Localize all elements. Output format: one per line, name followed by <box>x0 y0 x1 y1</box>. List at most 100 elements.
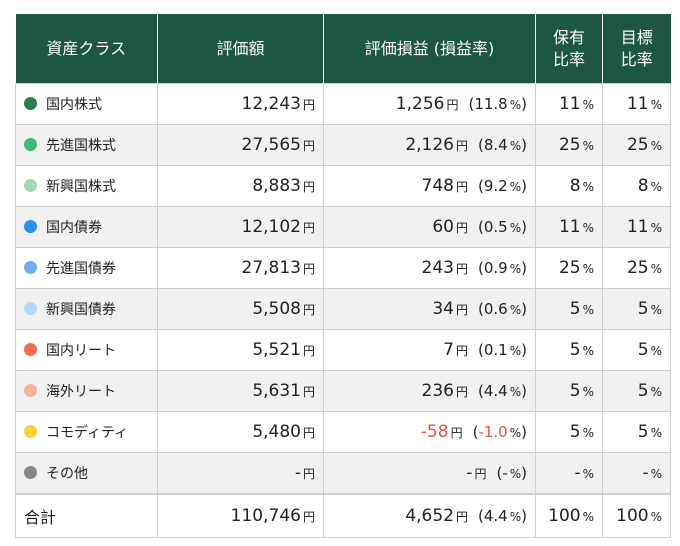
table-row: 新興国債券 5,508 円 34 円 (0.6%) 5% 5% <box>15 288 671 330</box>
color-dot-icon <box>24 425 37 438</box>
held-ratio-value: 5 <box>569 381 581 401</box>
valuation-value: 27,565 <box>241 135 301 155</box>
gain-value: 748 <box>421 176 454 196</box>
valuation-value: 5,480 <box>252 422 301 442</box>
yen-unit: 円 <box>302 139 315 153</box>
pct-unit: % <box>582 467 594 481</box>
target-ratio-cell: 5% <box>602 411 671 453</box>
held-ratio-cell: 5% <box>535 288 603 330</box>
pct-unit: % <box>650 510 662 524</box>
pct-unit: % <box>509 221 522 235</box>
target-ratio-value: 11 <box>626 217 649 237</box>
color-dot-icon <box>24 384 37 397</box>
asset-class-name: 国内株式 <box>46 97 102 113</box>
held-ratio-value: - <box>574 463 581 483</box>
table-row: 国内リート 5,521 円 7 円 (0.1%) 5% 5% <box>15 329 671 371</box>
pct-unit: % <box>582 303 594 317</box>
table-row: その他 - 円 - 円 (-%) -% -% <box>15 452 671 495</box>
gain-value: 60 <box>432 217 454 237</box>
total-gain-cell: 4,652 円 (4.4%) <box>323 493 536 538</box>
header-held-ratio-line1: 保有 <box>552 27 585 47</box>
yen-unit: 円 <box>302 262 315 276</box>
gain-cell: 243 円 (0.9%) <box>323 247 536 289</box>
table-row: 先進国株式 27,565 円 2,126 円 (8.4%) 25% 25% <box>15 124 671 166</box>
pct-unit: % <box>650 426 662 440</box>
gain-rate: (9.2%) <box>478 177 527 195</box>
gain-rate: (4.4%) <box>478 382 527 400</box>
valuation-value: 12,243 <box>241 94 301 114</box>
asset-class-name: 国内リート <box>46 343 116 359</box>
table-row: 海外リート 5,631 円 236 円 (4.4%) 5% 5% <box>15 370 671 412</box>
valuation-value: 5,521 <box>252 340 301 360</box>
yen-unit: 円 <box>302 303 315 317</box>
gain-cell: 2,126 円 (8.4%) <box>323 124 536 166</box>
asset-class-cell: その他 <box>15 452 158 495</box>
valuation-cell: 8,883 円 <box>157 165 324 207</box>
total-target: 100 <box>616 506 649 526</box>
gain-rate: (0.5%) <box>478 218 527 236</box>
held-ratio-cell: 8% <box>535 165 603 207</box>
header-target-ratio: 目標 比率 <box>602 14 671 84</box>
valuation-cell: 5,521 円 <box>157 329 324 371</box>
valuation-value: 8,883 <box>252 176 301 196</box>
valuation-cell: 5,508 円 <box>157 288 324 330</box>
valuation-value: 27,813 <box>241 258 301 278</box>
pct-unit: % <box>509 98 522 112</box>
asset-class-name: 新興国株式 <box>46 179 116 195</box>
pct-unit: % <box>509 139 522 153</box>
header-row: 資産クラス 評価額 評価損益 (損益率) 保有 比率 目標 比率 <box>15 14 671 84</box>
asset-class-cell: 海外リート <box>15 370 158 412</box>
pct-unit: % <box>650 303 662 317</box>
asset-class-name: 国内債券 <box>46 220 102 236</box>
gain-rate: (0.1%) <box>478 341 527 359</box>
total-value-cell: 110,746 円 <box>157 493 324 538</box>
table-row: コモディティ 5,480 円 -58 円 (-1.0%) 5% 5% <box>15 411 671 453</box>
pct-unit: % <box>582 385 594 399</box>
gain-rate-value: - <box>502 464 508 482</box>
valuation-value: 12,102 <box>241 217 301 237</box>
gain-cell: 7 円 (0.1%) <box>323 329 536 371</box>
header-target-ratio-line1: 目標 <box>620 27 653 47</box>
target-ratio-cell: 11% <box>602 83 671 125</box>
yen-unit: 円 <box>302 426 315 440</box>
held-ratio-cell: 25% <box>535 124 603 166</box>
target-ratio-cell: 11% <box>602 206 671 248</box>
yen-unit: 円 <box>302 221 315 235</box>
table-row: 新興国株式 8,883 円 748 円 (9.2%) 8% 8% <box>15 165 671 207</box>
gain-cell: 60 円 (0.5%) <box>323 206 536 248</box>
color-dot-icon <box>24 138 37 151</box>
target-ratio-value: 5 <box>637 340 649 360</box>
total-rate-value: 4.4 <box>483 507 508 525</box>
pct-unit: % <box>650 344 662 358</box>
table-row: 国内株式 12,243 円 1,256 円 (11.8%) 11% 11% <box>15 83 671 125</box>
yen-unit: 円 <box>302 98 315 112</box>
color-dot-icon <box>24 220 37 233</box>
color-dot-icon <box>24 97 37 110</box>
yen-unit: 円 <box>456 510 469 524</box>
yen-unit: 円 <box>456 344 469 358</box>
held-ratio-value: 8 <box>569 176 581 196</box>
yen-unit: 円 <box>474 467 487 481</box>
gain-value: 34 <box>432 299 454 319</box>
gain-cell: 34 円 (0.6%) <box>323 288 536 330</box>
held-ratio-cell: 5% <box>535 329 603 371</box>
target-ratio-value: 25 <box>626 135 649 155</box>
yen-unit: 円 <box>302 385 315 399</box>
pct-unit: % <box>582 426 594 440</box>
yen-unit: 円 <box>456 303 469 317</box>
header-gain: 評価損益 (損益率) <box>323 14 536 84</box>
gain-cell: - 円 (-%) <box>323 452 536 495</box>
valuation-cell: 27,813 円 <box>157 247 324 289</box>
valuation-cell: 27,565 円 <box>157 124 324 166</box>
color-dot-icon <box>24 343 37 356</box>
held-ratio-cell: 11% <box>535 83 603 125</box>
total-target-cell: 100% <box>602 493 671 538</box>
pct-unit: % <box>509 510 522 524</box>
total-held: 100 <box>548 506 581 526</box>
target-ratio-cell: 25% <box>602 124 671 166</box>
header-target-ratio-line2: 比率 <box>620 49 653 69</box>
target-ratio-value: 5 <box>637 422 649 442</box>
gain-rate-value: 8.4 <box>483 136 508 154</box>
target-ratio-value: 5 <box>637 299 649 319</box>
yen-unit: 円 <box>456 180 469 194</box>
